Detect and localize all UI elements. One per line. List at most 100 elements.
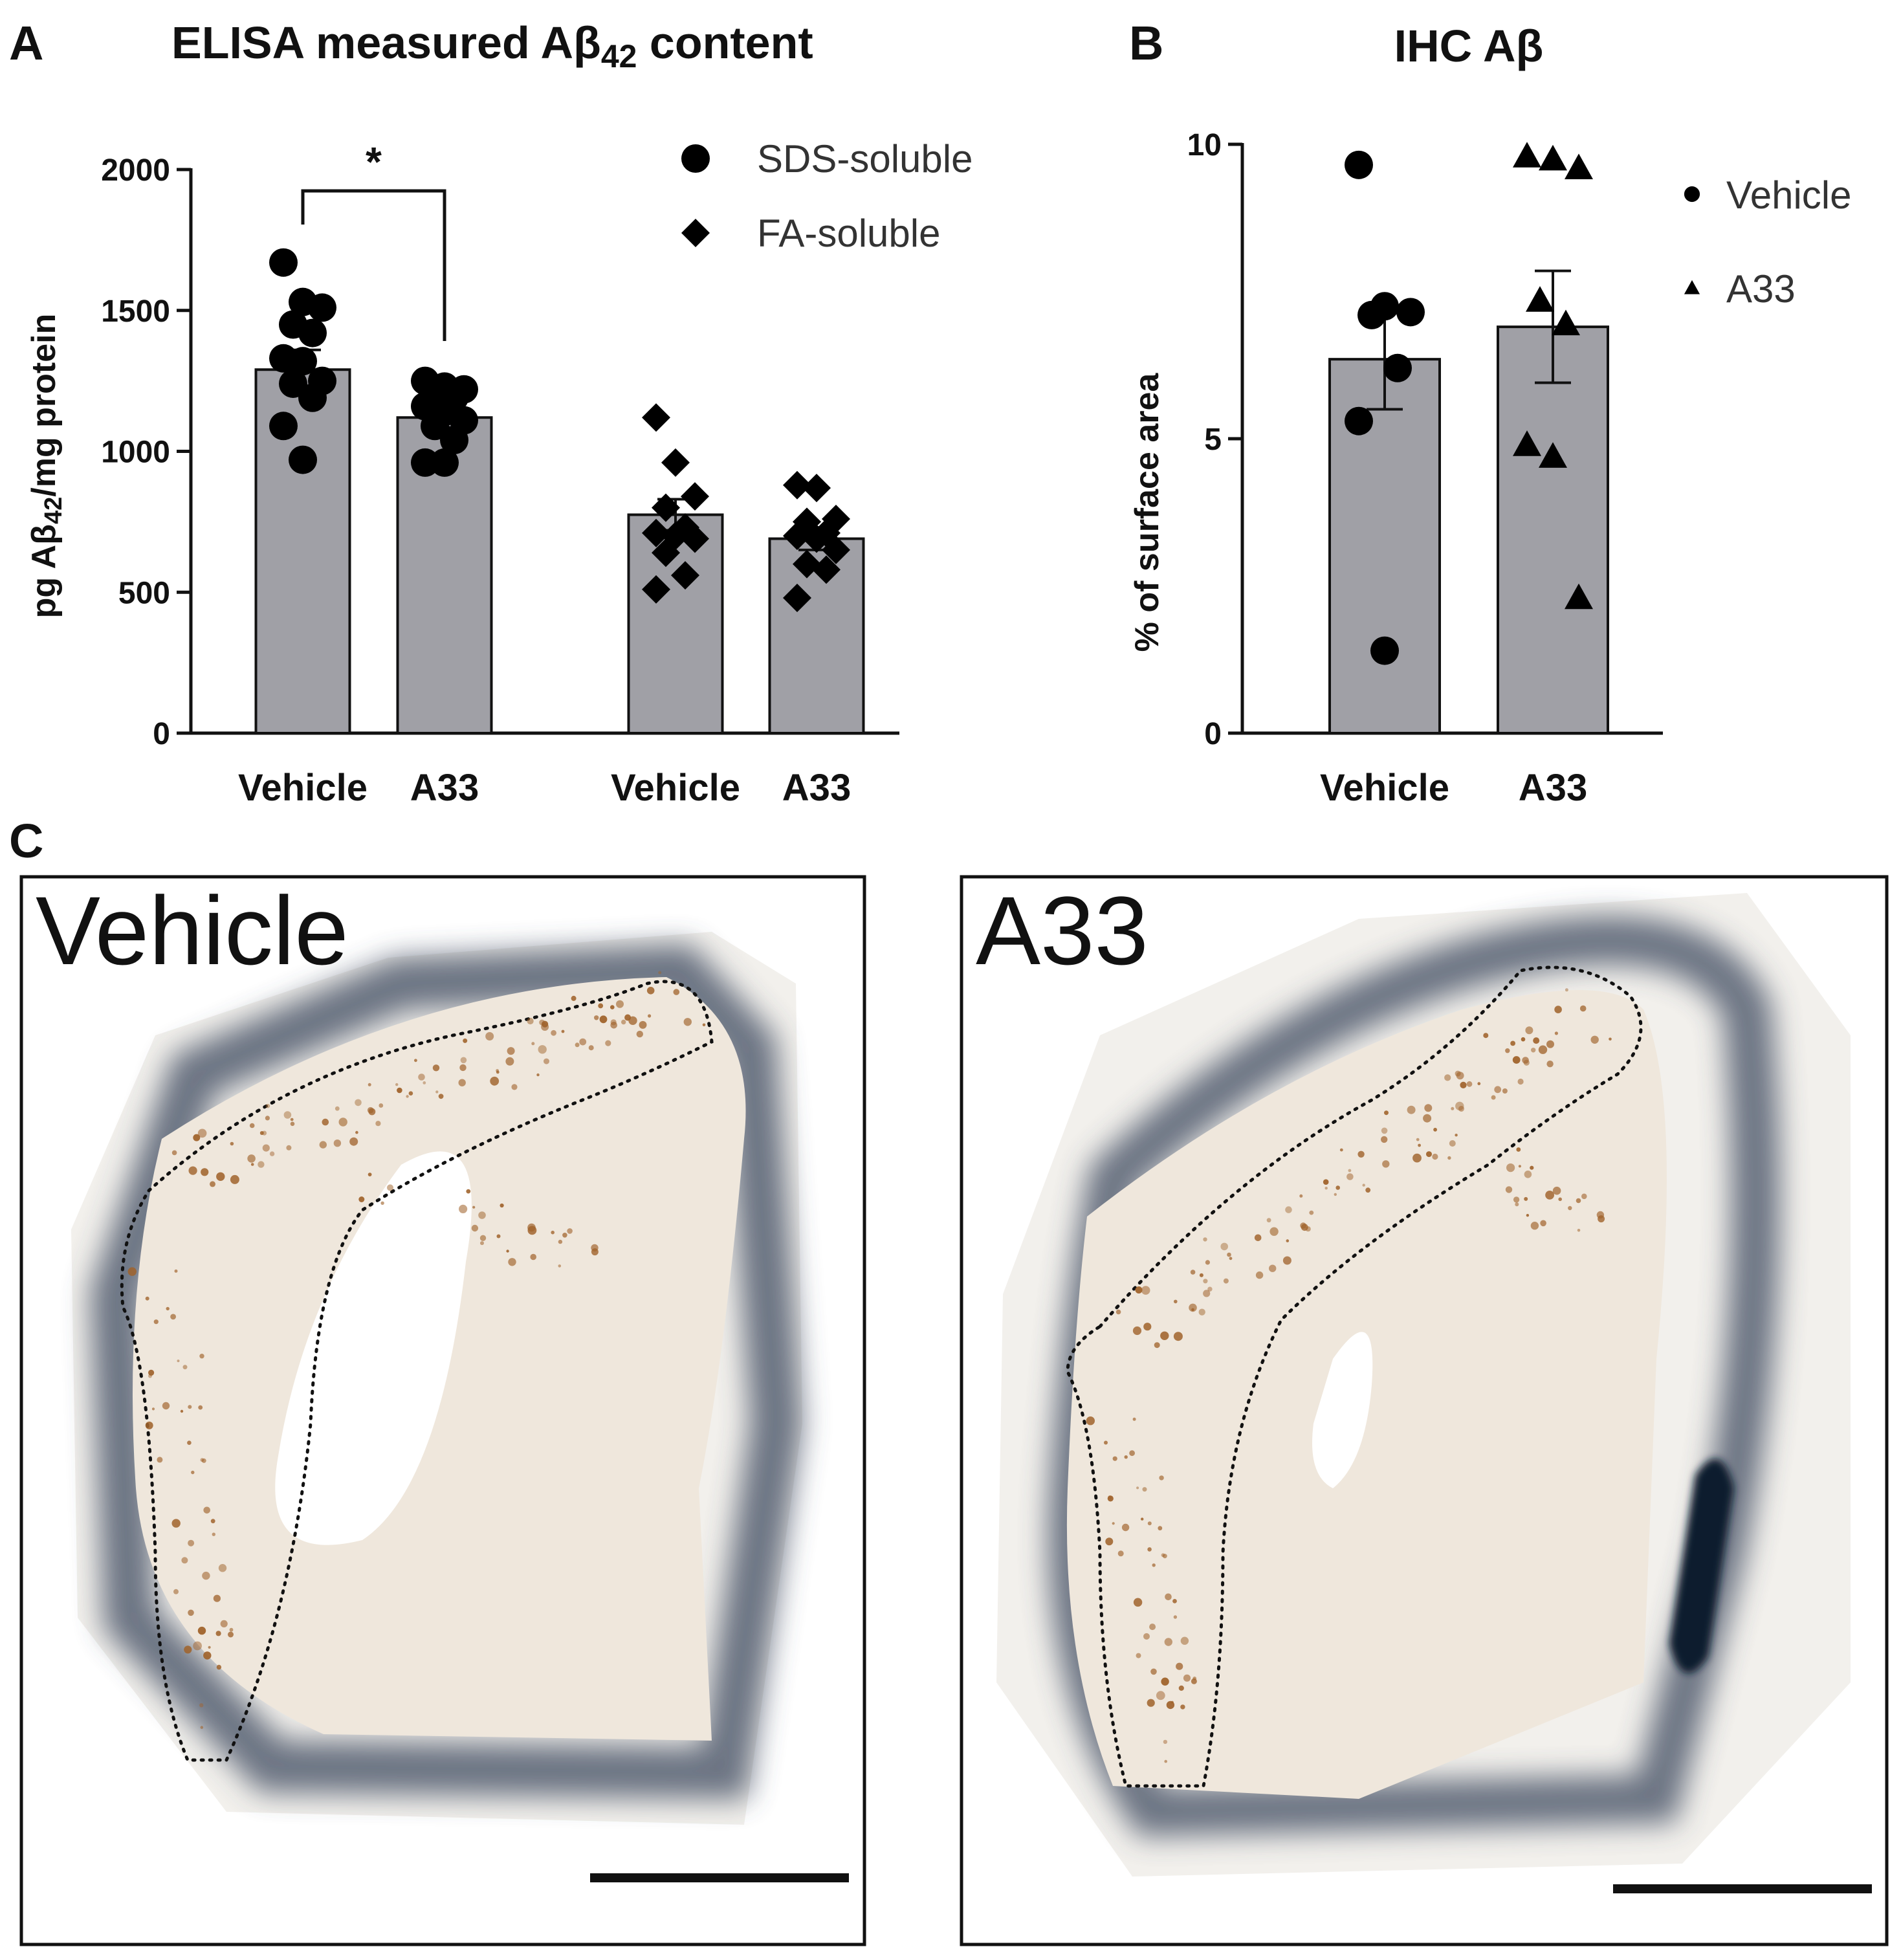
stain-speck: [188, 1166, 197, 1175]
stain-speck: [197, 1129, 207, 1138]
chart-b-point: [1539, 442, 1567, 468]
stain-speck: [1132, 1417, 1136, 1421]
stain-speck: [375, 1121, 381, 1127]
stain-speck: [591, 1248, 599, 1256]
chart-b-y-tick-label: 0: [1204, 717, 1222, 751]
stain-speck: [1518, 1165, 1521, 1168]
stain-speck: [1156, 1691, 1165, 1701]
chart-b-y-axis-label: % of surface area: [1128, 373, 1166, 652]
stain-speck: [561, 1030, 565, 1033]
stain-speck: [480, 1241, 484, 1246]
stain-speck: [174, 1269, 178, 1273]
stain-speck: [216, 1172, 225, 1182]
stain-speck: [1554, 1006, 1562, 1013]
stain-speck: [1086, 1416, 1095, 1426]
stain-speck: [265, 1104, 270, 1108]
panel-b: B IHC Aβ % of surface area 0 5 10 Vehicle A3…: [1128, 16, 1851, 809]
chart-b-y-tick-label: 5: [1204, 423, 1222, 457]
chart-a-y-tick-label: 1000: [101, 435, 170, 470]
stain-speck: [506, 1250, 509, 1253]
stain-speck: [1161, 1677, 1169, 1686]
stain-speck: [1455, 1134, 1458, 1137]
stain-speck: [349, 1137, 358, 1146]
chart-a-point: [289, 347, 317, 376]
micrograph-a33-stain: [1086, 988, 1612, 1763]
stain-speck: [1451, 1107, 1455, 1110]
stain-speck: [1524, 1196, 1528, 1201]
chart-a-title: ELISA measured Aβ42 content: [171, 17, 813, 74]
chart-a-point: [661, 448, 690, 477]
chart-a-plot: 0 500 1000 1500 2000 Vehicle A33 Vehicle A33 * SDS…: [101, 137, 972, 809]
stain-speck: [1172, 1599, 1177, 1603]
chart-a-point: [671, 561, 699, 590]
stain-speck: [1598, 1215, 1605, 1223]
stain-speck: [1299, 1194, 1303, 1198]
stain-speck: [397, 1087, 402, 1094]
stain-speck: [213, 1594, 221, 1602]
stain-speck: [1568, 1206, 1572, 1211]
chart-a-legend-marker: [681, 144, 710, 173]
stain-speck: [1381, 1127, 1388, 1134]
stain-speck: [355, 1099, 362, 1107]
stain-speck: [1147, 1699, 1155, 1707]
stain-speck: [290, 1121, 295, 1127]
stain-speck: [1466, 1081, 1473, 1087]
stain-speck: [1494, 1086, 1502, 1094]
stain-speck: [1141, 1286, 1150, 1295]
stain-speck: [1183, 1674, 1191, 1682]
stain-speck: [575, 1042, 580, 1048]
stain-speck: [355, 1130, 358, 1134]
stain-speck: [507, 1047, 515, 1055]
stain-speck: [184, 1646, 192, 1654]
stain-speck: [1115, 1309, 1121, 1315]
stain-speck: [228, 1631, 234, 1638]
stain-speck: [1223, 1278, 1229, 1284]
stain-speck: [127, 1267, 137, 1276]
stain-speck: [182, 1365, 188, 1370]
stain-speck: [1339, 1148, 1343, 1152]
stain-speck: [432, 1064, 440, 1072]
stain-speck: [1129, 1450, 1135, 1457]
stain-speck: [459, 1064, 467, 1072]
stain-speck: [200, 1726, 204, 1729]
stain-speck: [387, 1184, 393, 1191]
stain-speck: [1346, 1173, 1354, 1180]
stain-speck: [490, 1076, 500, 1086]
stain-speck: [218, 1564, 227, 1572]
stain-speck: [1530, 1165, 1534, 1170]
stain-speck: [610, 1005, 615, 1009]
chart-b-legend-marker: [1684, 186, 1700, 203]
stain-speck: [286, 1145, 292, 1151]
stain-speck: [157, 1457, 163, 1463]
chart-a-significance-star: *: [366, 138, 382, 185]
stain-speck: [536, 1073, 540, 1077]
stain-speck: [230, 1141, 234, 1146]
micrograph-a33-label: A33: [976, 876, 1148, 985]
stain-speck: [319, 1141, 327, 1149]
chart-a-point: [289, 445, 317, 474]
stain-speck: [1521, 1037, 1526, 1042]
stain-speck: [1164, 1638, 1173, 1646]
chart-b-point: [1565, 153, 1593, 179]
stain-speck: [1449, 1140, 1456, 1147]
stain-speck: [485, 1032, 494, 1041]
stain-speck: [1269, 1264, 1277, 1272]
stain-speck: [199, 1354, 204, 1359]
stain-speck: [1526, 1214, 1530, 1217]
stain-speck: [1203, 1279, 1208, 1284]
stain-speck: [153, 1319, 159, 1325]
stain-speck: [471, 1224, 479, 1232]
stain-speck: [463, 1038, 468, 1043]
stain-speck: [1191, 1678, 1197, 1684]
stain-speck: [210, 1181, 215, 1187]
stain-speck: [594, 1015, 599, 1020]
stain-speck: [531, 1042, 535, 1046]
chart-b-legend-marker: [1684, 280, 1700, 294]
stain-speck: [1154, 1342, 1160, 1349]
stain-speck: [170, 1314, 176, 1320]
stain-speck: [145, 1296, 149, 1301]
micrograph-vehicle-scale-bar: [590, 1873, 849, 1882]
stain-speck: [193, 1641, 202, 1651]
chart-a-category-label: Vehicle: [238, 767, 368, 809]
stain-speck: [408, 1091, 413, 1096]
